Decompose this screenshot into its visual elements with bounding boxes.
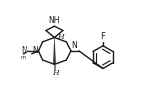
Text: m: m xyxy=(20,55,25,60)
Polygon shape xyxy=(53,38,56,64)
Text: N: N xyxy=(32,46,38,55)
Text: H: H xyxy=(52,69,59,77)
Text: F: F xyxy=(101,32,105,41)
Text: N: N xyxy=(71,41,77,50)
Text: H: H xyxy=(58,33,64,41)
Text: NH: NH xyxy=(48,16,60,25)
Text: N: N xyxy=(22,46,27,55)
Text: N: N xyxy=(24,48,28,53)
